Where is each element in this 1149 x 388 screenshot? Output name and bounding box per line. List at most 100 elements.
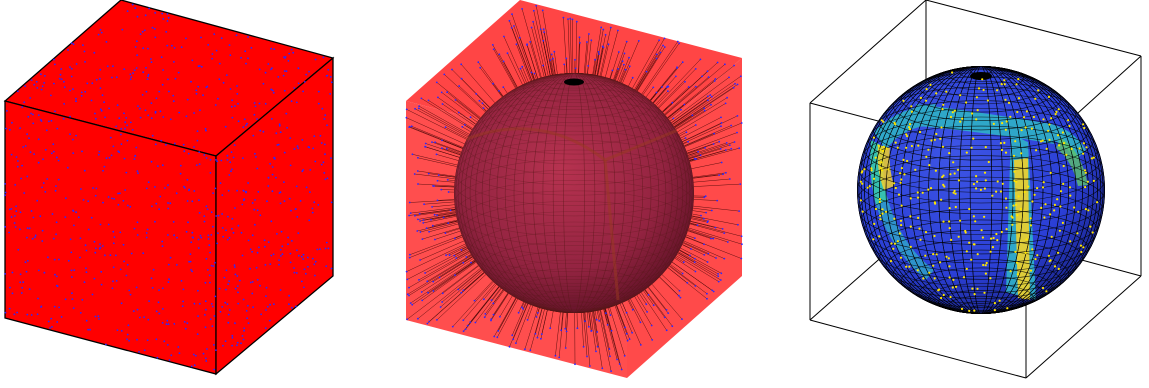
surface-point [975, 175, 978, 178]
sample-point [179, 172, 182, 175]
sample-point [161, 240, 164, 243]
sample-point [145, 236, 148, 239]
sample-point [146, 78, 149, 80]
source-point [645, 70, 648, 73]
projection-ray [407, 265, 479, 320]
projection-ray [627, 300, 634, 310]
sample-point [301, 139, 304, 141]
sample-point [317, 102, 320, 105]
sample-point [321, 107, 324, 110]
source-point [406, 293, 409, 296]
projection-ray [687, 151, 699, 156]
projection-ray [644, 289, 673, 327]
projection-ray [688, 155, 701, 160]
source-point [631, 331, 633, 334]
projection-ray [598, 310, 612, 372]
surface-point [1036, 254, 1039, 257]
surface-point [1029, 217, 1032, 220]
pole-cap [970, 72, 992, 80]
surface-point [1054, 113, 1057, 116]
projection-ray [692, 172, 726, 178]
sample-point [122, 243, 125, 246]
sample-point [263, 239, 266, 242]
sample-point [85, 267, 87, 270]
source-point [462, 261, 465, 264]
sample-point [256, 118, 258, 120]
projection-ray [448, 220, 458, 224]
projection-ray [693, 173, 724, 179]
projection-ray [427, 254, 472, 282]
source-point [549, 59, 552, 61]
sample-point [219, 310, 222, 313]
source-point [477, 61, 480, 64]
sample-point [99, 243, 101, 246]
sample-point [199, 109, 201, 112]
source-point [428, 230, 430, 233]
source-point [457, 111, 460, 114]
surface-point [948, 220, 951, 223]
surface-point [1078, 147, 1081, 150]
surface-point [949, 295, 952, 299]
projection-ray [616, 305, 626, 328]
sample-point [202, 352, 205, 355]
sample-point [198, 163, 201, 166]
projection-ray [677, 252, 719, 277]
source-point [530, 26, 533, 29]
sample-point [324, 178, 327, 181]
projection-ray [563, 64, 566, 74]
source-point [706, 261, 709, 263]
sample-point [288, 52, 291, 55]
surface-point [1070, 147, 1073, 150]
surface-point [1006, 307, 1009, 310]
sample-point [267, 241, 270, 244]
projection-ray [516, 44, 531, 82]
surface-point [879, 167, 883, 170]
projection-ray [511, 27, 532, 81]
sample-point [280, 230, 283, 233]
surface-point [956, 168, 960, 171]
sample-point [278, 192, 281, 194]
sample-point [173, 234, 176, 237]
surface-point [1011, 223, 1014, 226]
surface-point [905, 133, 908, 136]
sample-point [169, 202, 172, 205]
surface-point [1000, 230, 1003, 234]
sample-point [237, 302, 240, 305]
projection-ray [464, 124, 473, 130]
projection-ray [454, 235, 462, 239]
surface-point [1017, 97, 1021, 100]
source-point [440, 91, 443, 94]
sample-point [259, 129, 262, 132]
projection-ray [409, 208, 456, 216]
sample-point [102, 169, 104, 172]
surface-point [870, 169, 873, 172]
projection-ray [417, 170, 456, 177]
sample-point [72, 43, 75, 46]
projection-ray [414, 209, 456, 216]
longitude-line [475, 73, 673, 313]
longitude-line [857, 66, 1105, 314]
source-point [512, 338, 515, 341]
projection-ray [479, 100, 489, 110]
sample-point [249, 248, 252, 251]
projection-ray [684, 133, 715, 147]
projection-ray [526, 44, 539, 79]
sample-point [40, 120, 43, 122]
sample-point [57, 159, 60, 162]
sample-point [15, 156, 18, 158]
sample-point [297, 82, 300, 85]
source-point [462, 330, 465, 332]
source-point [628, 338, 631, 340]
projection-ray [424, 249, 469, 274]
source-point [541, 9, 544, 12]
sample-point [56, 127, 59, 130]
source-point [586, 355, 588, 358]
surface-point [1031, 200, 1034, 203]
projection-ray [679, 250, 722, 274]
sample-point [131, 129, 134, 131]
surface-point [1005, 228, 1008, 231]
sample-point [200, 36, 202, 39]
surface-point [959, 94, 962, 97]
sample-point [264, 71, 267, 74]
sample-point [251, 202, 254, 204]
